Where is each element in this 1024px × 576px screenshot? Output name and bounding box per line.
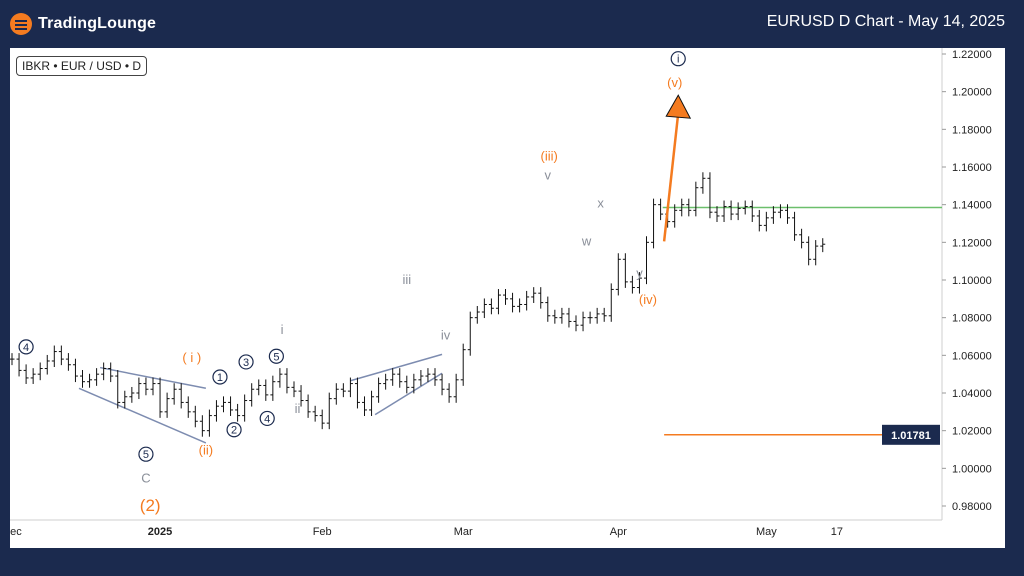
y-tick-label: 1.00000 xyxy=(952,463,992,475)
wave-label: 2 xyxy=(231,425,237,437)
y-tick-label: 1.16000 xyxy=(952,162,992,174)
x-tick-label: 2025 xyxy=(148,526,172,538)
wave-channel-line xyxy=(350,353,443,382)
wave-label: i xyxy=(281,322,284,337)
brand-name: TradingLounge xyxy=(38,15,157,32)
wave-label: C xyxy=(141,471,150,486)
x-tick-label: Feb xyxy=(313,526,332,538)
y-tick-label: 1.10000 xyxy=(952,275,992,287)
wave-label: 1 xyxy=(217,372,223,384)
wave-label: 4 xyxy=(23,342,29,354)
wave-label: v xyxy=(545,167,552,182)
wave-label-circle xyxy=(18,339,34,355)
chart-panel[interactable]: 1.22000 1.20000 1.18000 1.16000 1.14000 1.120… xyxy=(10,48,1005,548)
x-tick-label: 17 xyxy=(831,526,843,538)
wave-label: 3 xyxy=(243,357,249,369)
wave-channel-line xyxy=(374,372,443,416)
x-tick-label: Apr xyxy=(610,526,627,538)
x-tick-label: Mar xyxy=(454,526,473,538)
wave-label: 4 xyxy=(264,413,270,425)
x-tick-label: Dec xyxy=(10,526,22,538)
wave-label-circle xyxy=(238,354,254,370)
wave-label: x xyxy=(597,196,604,211)
wave-label: 5 xyxy=(273,351,279,363)
wave-label: w xyxy=(581,233,592,248)
projection-arrow-head xyxy=(665,94,692,119)
symbol-label: IBKR • EUR / USD • D xyxy=(16,56,148,76)
wave-label: ( i ) xyxy=(182,350,201,365)
wave-label: (2) xyxy=(140,496,161,515)
wave-label-circle xyxy=(259,410,275,427)
y-tick-label: 1.06000 xyxy=(952,350,992,362)
y-tick-label: 1.14000 xyxy=(952,200,992,212)
y-tick-label: 1.20000 xyxy=(952,87,992,99)
price-chart[interactable]: 1.22000 1.20000 1.18000 1.16000 1.14000 1.120… xyxy=(10,48,1005,548)
wave-label-circle xyxy=(268,348,284,364)
wave-label-circle xyxy=(212,369,228,385)
wave-label: (ii) xyxy=(199,442,213,457)
price-label-box xyxy=(882,424,940,445)
y-tick-label: 1.02000 xyxy=(952,426,992,438)
x-tick-label: May xyxy=(756,526,777,538)
top-bar: TradingLounge EURUSD D Chart - May 14, 2… xyxy=(0,0,1024,48)
wave-channel-line xyxy=(78,387,207,444)
projection-arrow-line xyxy=(662,113,680,242)
y-tick-label: 1.04000 xyxy=(952,388,992,400)
wave-label: y xyxy=(636,265,643,280)
wave-label-circle xyxy=(670,51,686,67)
wave-label: iv xyxy=(441,328,451,343)
wave-label: i xyxy=(677,54,679,66)
wave-label: 5 xyxy=(143,449,149,461)
wave-label: ii xyxy=(295,401,301,416)
y-tick-label: 0.98000 xyxy=(952,501,992,513)
brand-logo: TradingLounge xyxy=(10,12,156,36)
wave-label: (v) xyxy=(667,75,682,90)
chart-title: EURUSD D Chart - May 14, 2025 xyxy=(766,13,1005,30)
wave-label-circle xyxy=(138,446,154,462)
wave-label-circle xyxy=(226,422,242,438)
y-tick-label: 1.12000 xyxy=(952,237,992,249)
wave-label: (iii) xyxy=(541,149,558,164)
wave-label: iii xyxy=(402,272,411,287)
price-label: 1.01781 xyxy=(891,430,931,442)
y-tick-label: 1.08000 xyxy=(952,313,992,325)
y-tick-label: 1.18000 xyxy=(952,124,992,136)
y-tick-label: 1.22000 xyxy=(952,49,992,61)
wave-label: (iv) xyxy=(639,292,657,307)
tradinglounge-logo-icon xyxy=(10,13,32,35)
